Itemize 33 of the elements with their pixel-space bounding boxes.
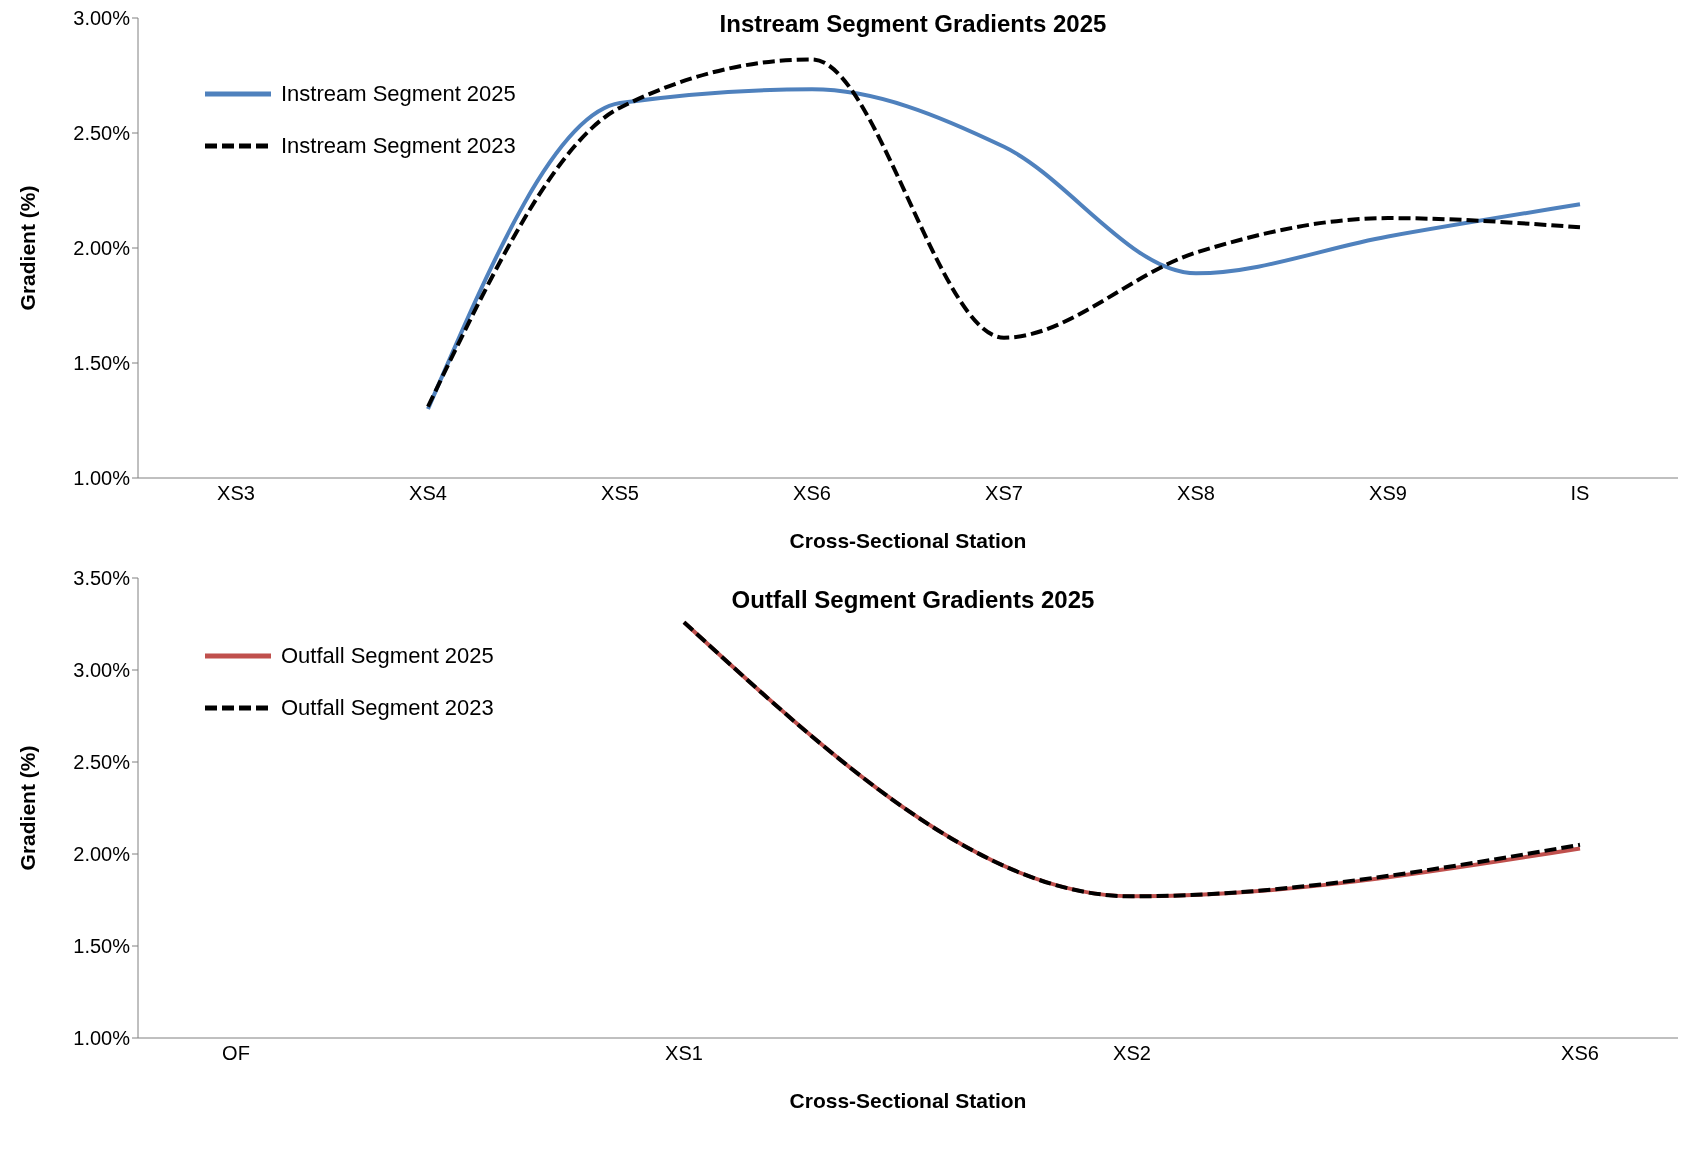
- x-tick-label: XS6: [793, 482, 831, 505]
- chart-title: Instream Segment Gradients 2025: [718, 10, 1108, 38]
- x-tick-label: XS8: [1177, 482, 1215, 505]
- y-tick-label: 1.00%: [73, 467, 131, 490]
- y-tick-label: 2.50%: [73, 751, 131, 774]
- y-tick-label: 1.00%: [73, 1027, 131, 1050]
- x-tick-label: XS6: [1561, 1042, 1599, 1065]
- x-tick-label: XS7: [985, 482, 1023, 505]
- x-tick-label: XS2: [1113, 1042, 1151, 1065]
- y-tick-label: 2.00%: [73, 237, 131, 260]
- chart-title: Outfall Segment Gradients 2025: [730, 586, 1096, 614]
- y-axis-title: Gradient (%): [16, 745, 40, 871]
- legend-label: Instream Segment 2025: [281, 80, 516, 108]
- legend-label: Outfall Segment 2025: [281, 642, 494, 670]
- x-tick-label: XS4: [409, 482, 447, 505]
- y-tick-label: 2.00%: [73, 843, 131, 866]
- x-tick-label: OF: [222, 1042, 250, 1065]
- legend-label: Outfall Segment 2023: [281, 694, 494, 722]
- x-tick-label: XS1: [665, 1042, 703, 1065]
- x-tick-label: XS3: [217, 482, 255, 505]
- y-tick-label: 2.50%: [73, 122, 131, 145]
- x-tick-label: IS: [1570, 482, 1590, 505]
- y-axis-title: Gradient (%): [16, 185, 40, 311]
- legend-label: Instream Segment 2023: [281, 132, 516, 160]
- y-tick-label: 3.50%: [73, 567, 131, 590]
- x-axis-title: Cross-Sectional Station: [789, 529, 1027, 552]
- y-tick-label: 1.50%: [73, 352, 131, 375]
- y-tick-label: 3.00%: [73, 659, 131, 682]
- y-tick-label: 3.00%: [73, 7, 131, 30]
- y-tick-label: 1.50%: [73, 935, 131, 958]
- x-tick-label: XS9: [1369, 482, 1407, 505]
- x-tick-label: XS5: [601, 482, 639, 505]
- x-axis-title: Cross-Sectional Station: [789, 1089, 1027, 1112]
